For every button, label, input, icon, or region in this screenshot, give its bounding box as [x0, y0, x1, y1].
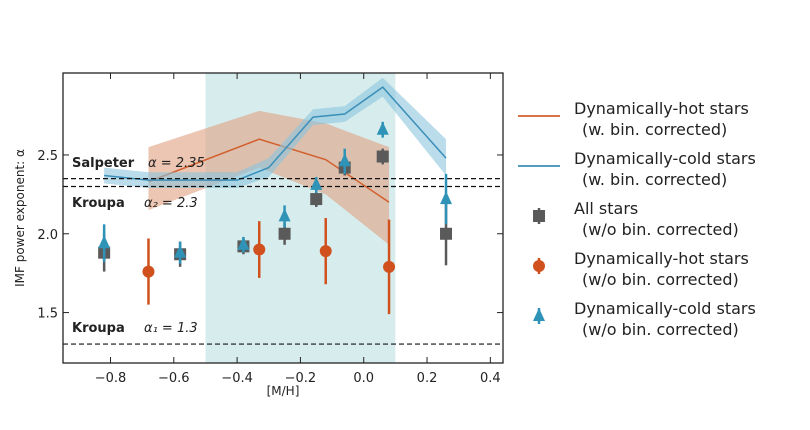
band-1: [104, 77, 447, 189]
reference-label-name: Kroupa: [72, 321, 125, 336]
legend-sublabel: (w. bin. corrected): [582, 120, 727, 139]
circle-point: [383, 260, 396, 273]
reference-label-expr: α₁ = 1.3: [144, 321, 198, 336]
legend-marker-2: [533, 210, 545, 222]
x-tick-label: −0.4: [221, 371, 253, 386]
reference-label-name: Kroupa: [72, 196, 125, 211]
plot-frame: [62, 72, 504, 364]
triangle-point: [338, 153, 351, 167]
circle-point: [142, 265, 155, 278]
x-tick-label: −0.2: [285, 371, 317, 386]
x-tick-label: 0.4: [480, 371, 501, 386]
legend-label: Dynamically-hot stars: [574, 249, 749, 268]
x-axis-label: [M/H]: [267, 384, 300, 398]
legend-label: All stars: [574, 199, 638, 218]
x-tick-label: 0.0: [353, 371, 374, 386]
triangle-point: [278, 208, 291, 222]
circle-point: [253, 243, 266, 256]
reference-label-name: Salpeter: [72, 156, 135, 171]
legend-sublabel: (w/o bin. corrected): [582, 220, 739, 239]
legend-marker-3: [533, 260, 545, 272]
legend-sublabel: (w/o bin. corrected): [582, 270, 739, 289]
triangle-point: [440, 191, 453, 205]
triangle-point: [98, 235, 111, 249]
circle-point: [319, 245, 332, 258]
y-tick-label: 1.5: [37, 307, 58, 322]
legend-label: Dynamically-cold stars: [574, 149, 756, 168]
reference-label-expr: α₂ = 2.3: [144, 196, 198, 211]
band-0: [148, 110, 390, 245]
x-tick-label: −0.6: [158, 371, 190, 386]
triangle-point: [174, 244, 187, 258]
y-tick-label: 2.0: [37, 228, 58, 243]
y-tick-label: 2.5: [37, 149, 58, 164]
legend-sublabel: (w. bin. corrected): [582, 170, 727, 189]
legend-label: Dynamically-cold stars: [574, 299, 756, 318]
triangle-point: [237, 236, 250, 250]
legend-sublabel: (w/o bin. corrected): [582, 320, 739, 339]
legend-label: Dynamically-hot stars: [574, 99, 749, 118]
x-tick-label: 0.2: [417, 371, 438, 386]
y-axis-label: IMF power exponent: α: [13, 149, 27, 287]
triangle-point: [310, 176, 323, 190]
square-point: [440, 227, 453, 240]
square-point: [278, 227, 291, 240]
reference-label-expr: α = 2.35: [148, 156, 205, 171]
square-point: [376, 150, 389, 163]
square-point: [310, 193, 323, 206]
line-0: [148, 138, 390, 203]
triangle-point: [376, 121, 389, 135]
x-tick-label: −0.8: [95, 371, 127, 386]
line-1: [104, 86, 447, 181]
legend-marker-4: [533, 308, 545, 321]
